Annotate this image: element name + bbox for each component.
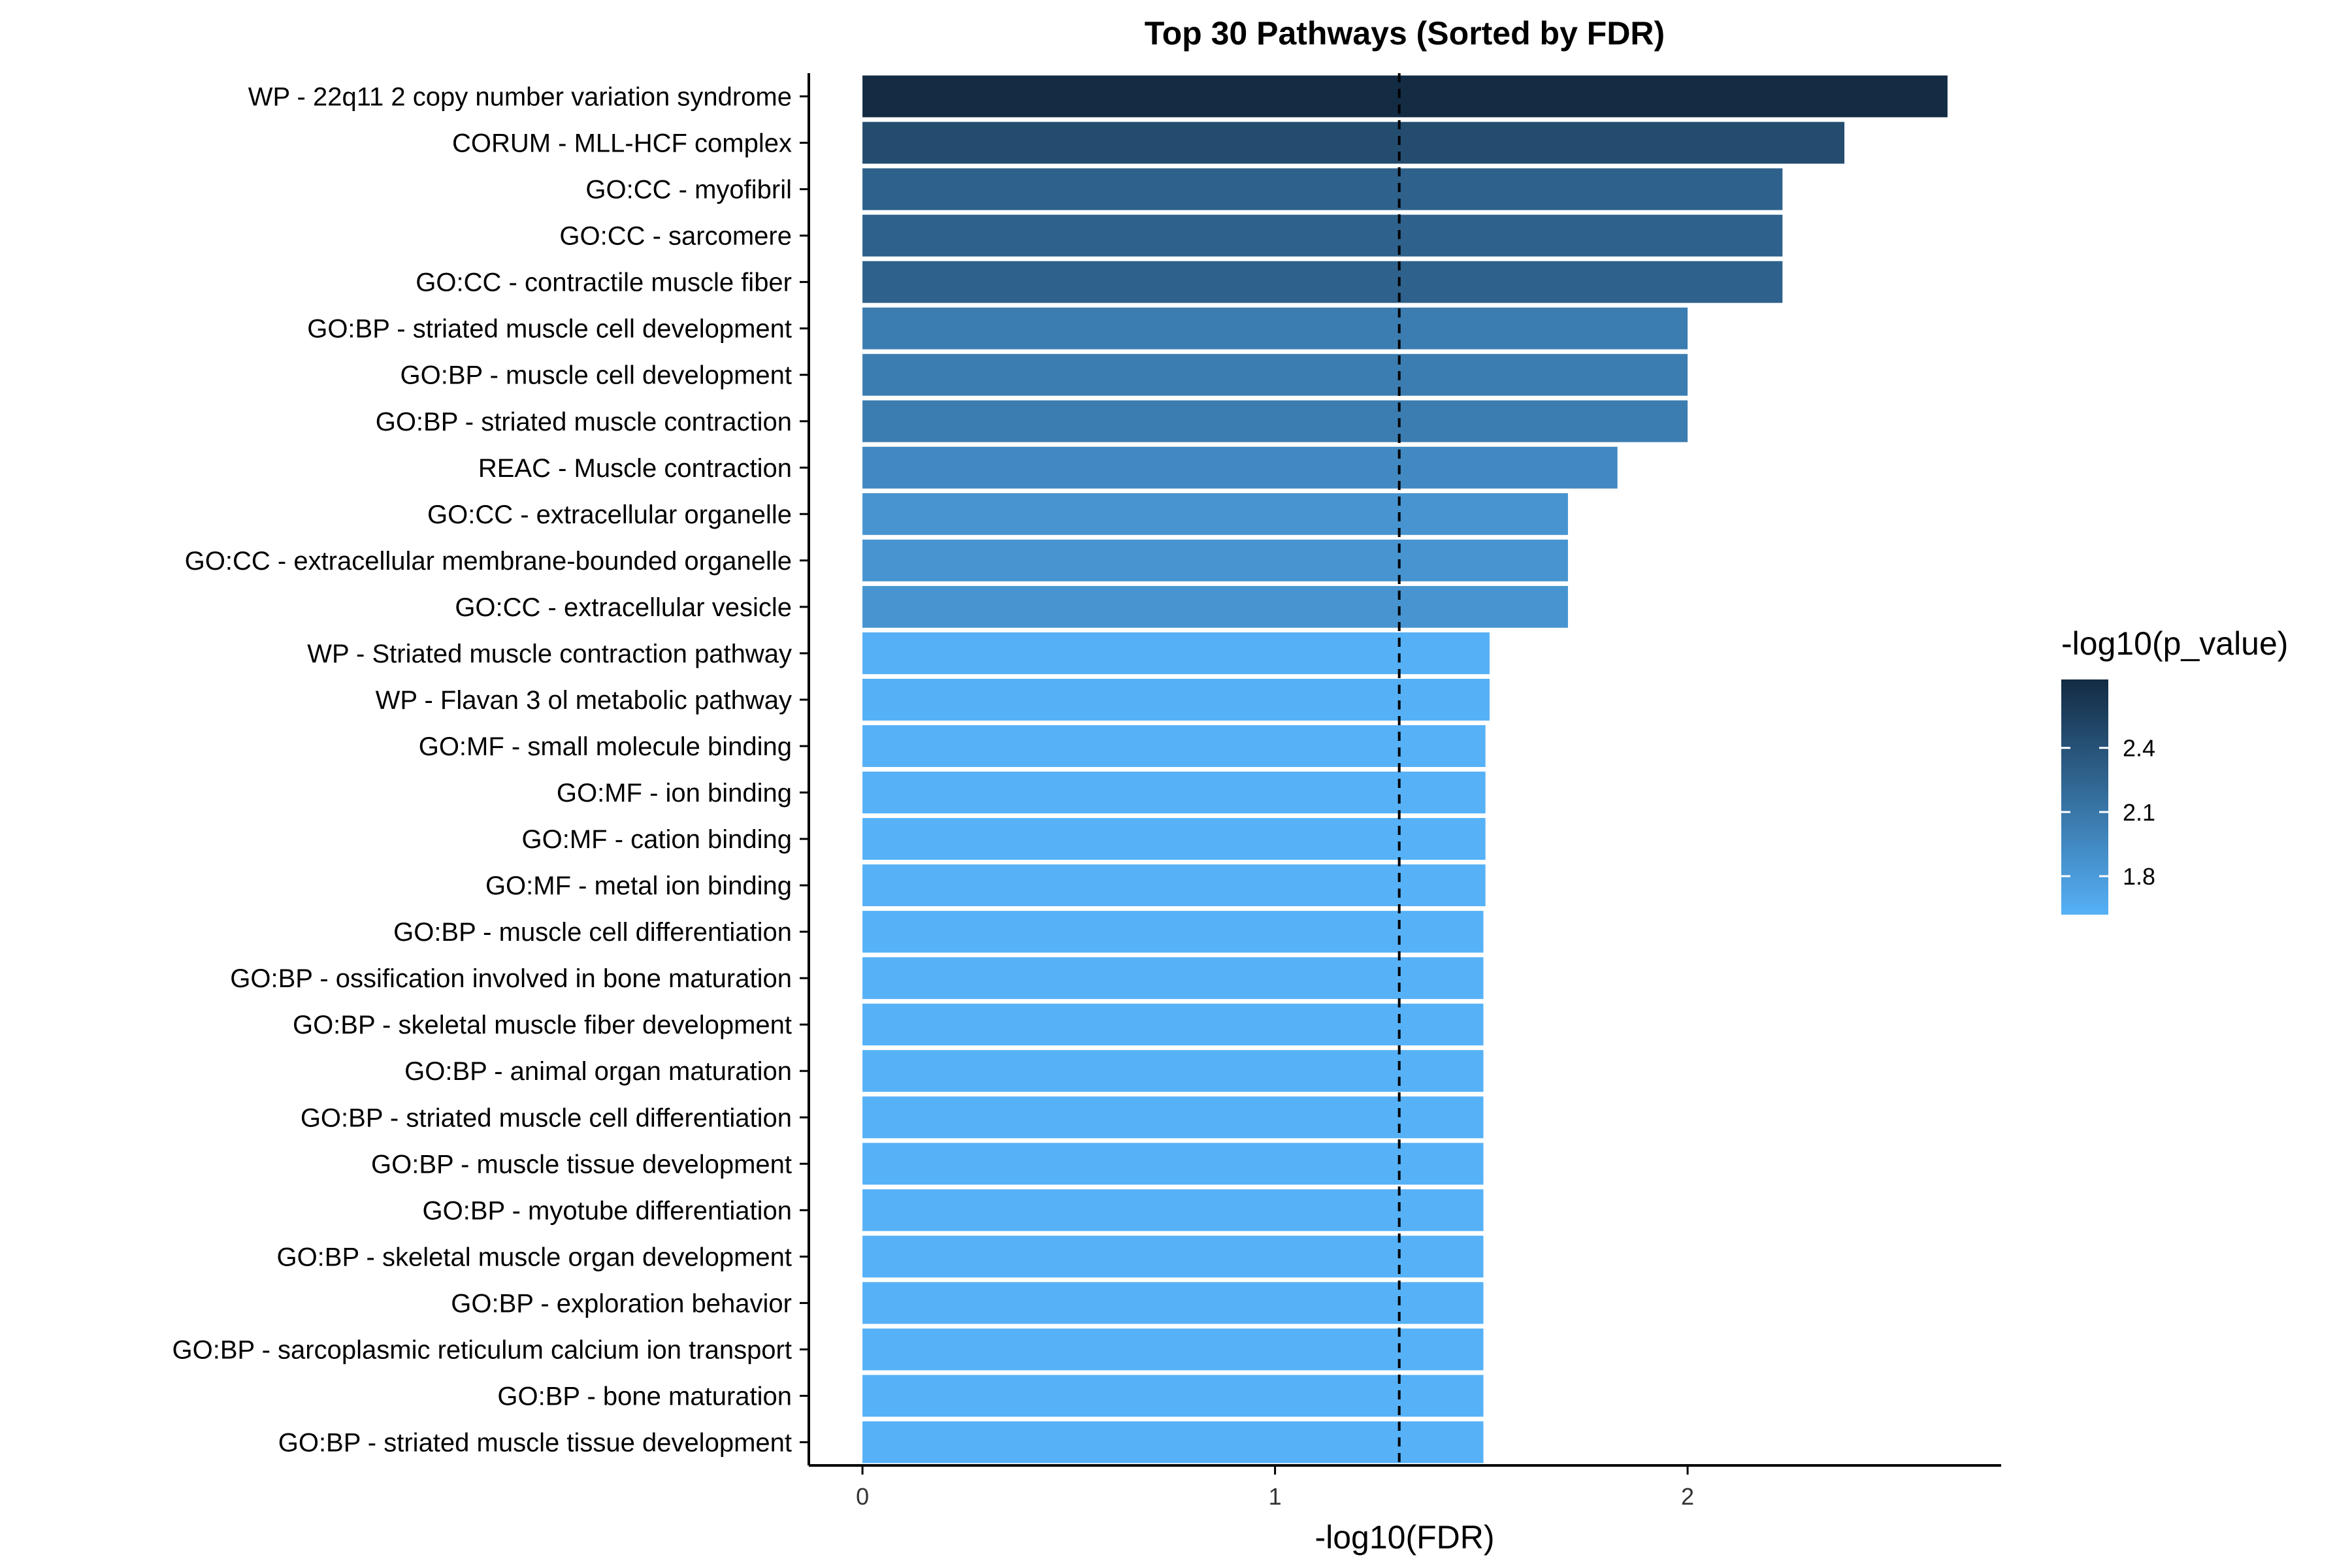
legend-tick-label: 2.1 bbox=[2123, 799, 2155, 826]
category-label: WP - Flavan 3 ol metabolic pathway bbox=[376, 686, 792, 715]
category-label: GO:CC - extracellular vesicle bbox=[455, 593, 792, 622]
legend-ticks-group: 2.4 2.1 1.8 bbox=[2061, 735, 2155, 890]
legend-title: -log10(p_value) bbox=[2061, 625, 2288, 662]
category-label: GO:BP - striated muscle tissue developme… bbox=[278, 1428, 792, 1457]
x-axis-title: -log10(FDR) bbox=[1315, 1519, 1494, 1556]
category-label: GO:BP - muscle tissue development bbox=[371, 1150, 792, 1179]
category-label: GO:CC - extracellular membrane-bounded o… bbox=[185, 547, 792, 576]
bar bbox=[862, 772, 1486, 813]
bar bbox=[862, 1282, 1484, 1324]
bar bbox=[862, 1421, 1484, 1463]
x-ticks-group: 0 1 2 bbox=[856, 1465, 1694, 1510]
bar bbox=[862, 1328, 1484, 1371]
category-label: GO:CC - contractile muscle fiber bbox=[416, 269, 792, 297]
category-label: GO:CC - myofibril bbox=[585, 176, 792, 204]
category-label: GO:BP - sarcoplasmic reticulum calcium i… bbox=[172, 1335, 792, 1364]
category-label: GO:MF - cation binding bbox=[522, 825, 792, 854]
category-label: GO:MF - small molecule binding bbox=[419, 732, 792, 761]
bar bbox=[862, 957, 1484, 1000]
category-label: GO:BP - muscle cell differentiation bbox=[393, 918, 792, 947]
category-label: GO:BP - muscle cell development bbox=[400, 361, 792, 390]
bar bbox=[862, 400, 1688, 442]
category-label: GO:CC - extracellular organelle bbox=[427, 500, 792, 529]
bar bbox=[862, 261, 1783, 303]
legend-tick-label: 2.4 bbox=[2123, 735, 2155, 762]
bar bbox=[862, 1189, 1484, 1232]
category-label: GO:BP - bone maturation bbox=[497, 1382, 792, 1411]
legend-colorbar bbox=[2061, 679, 2108, 915]
bar bbox=[862, 307, 1688, 350]
category-label: GO:BP - ossification involved in bone ma… bbox=[230, 964, 792, 993]
bar bbox=[862, 585, 1568, 628]
category-label: GO:MF - metal ion binding bbox=[485, 872, 792, 900]
category-label: GO:BP - striated muscle cell development bbox=[307, 315, 792, 344]
category-label: GO:BP - myotube differentiation bbox=[423, 1196, 792, 1225]
bar bbox=[862, 493, 1568, 535]
chart-title: Top 30 Pathways (Sorted by FDR) bbox=[1145, 15, 1665, 52]
category-label: GO:BP - animal organ maturation bbox=[404, 1057, 792, 1086]
category-label: GO:MF - ion binding bbox=[557, 779, 792, 808]
bar bbox=[862, 539, 1568, 581]
bar bbox=[862, 168, 1783, 210]
bar bbox=[862, 1235, 1484, 1278]
category-label: GO:BP - skeletal muscle organ developmen… bbox=[276, 1243, 792, 1271]
legend: -log10(p_value) 2.4 2.1 1.8 bbox=[2061, 625, 2288, 915]
category-label: GO:BP - skeletal muscle fiber developmen… bbox=[293, 1011, 792, 1039]
bar bbox=[862, 122, 1845, 164]
category-labels-group: WP - 22q11 2 copy number variation syndr… bbox=[172, 83, 792, 1458]
x-tick-label: 2 bbox=[1681, 1483, 1694, 1510]
category-label: WP - 22q11 2 copy number variation syndr… bbox=[248, 83, 792, 112]
bar bbox=[862, 446, 1618, 489]
bar bbox=[862, 678, 1490, 721]
bar bbox=[862, 911, 1484, 953]
bar bbox=[862, 1375, 1484, 1417]
category-label: WP - Striated muscle contraction pathway bbox=[307, 640, 792, 668]
x-tick-label: 1 bbox=[1269, 1483, 1282, 1510]
bar bbox=[862, 1004, 1484, 1046]
bar bbox=[862, 1096, 1484, 1139]
axes-group bbox=[800, 73, 2001, 1467]
bar bbox=[862, 1050, 1484, 1092]
bar bbox=[862, 1143, 1484, 1185]
category-label: GO:BP - striated muscle contraction bbox=[376, 408, 792, 436]
bar bbox=[862, 632, 1490, 674]
category-label: GO:CC - sarcomere bbox=[559, 222, 792, 251]
category-label: GO:BP - striated muscle cell differentia… bbox=[301, 1103, 792, 1132]
x-tick-label: 0 bbox=[856, 1483, 869, 1510]
bar bbox=[862, 725, 1486, 767]
bar bbox=[862, 75, 1948, 118]
bar bbox=[862, 214, 1783, 257]
bar bbox=[862, 818, 1486, 860]
category-label: GO:BP - exploration behavior bbox=[451, 1289, 792, 1318]
category-label: REAC - Muscle contraction bbox=[478, 454, 792, 483]
bar bbox=[862, 864, 1486, 907]
bars-group bbox=[862, 75, 1948, 1463]
bar bbox=[862, 353, 1688, 396]
legend-tick-label: 1.8 bbox=[2123, 863, 2155, 890]
category-label: CORUM - MLL-HCF complex bbox=[452, 129, 792, 158]
